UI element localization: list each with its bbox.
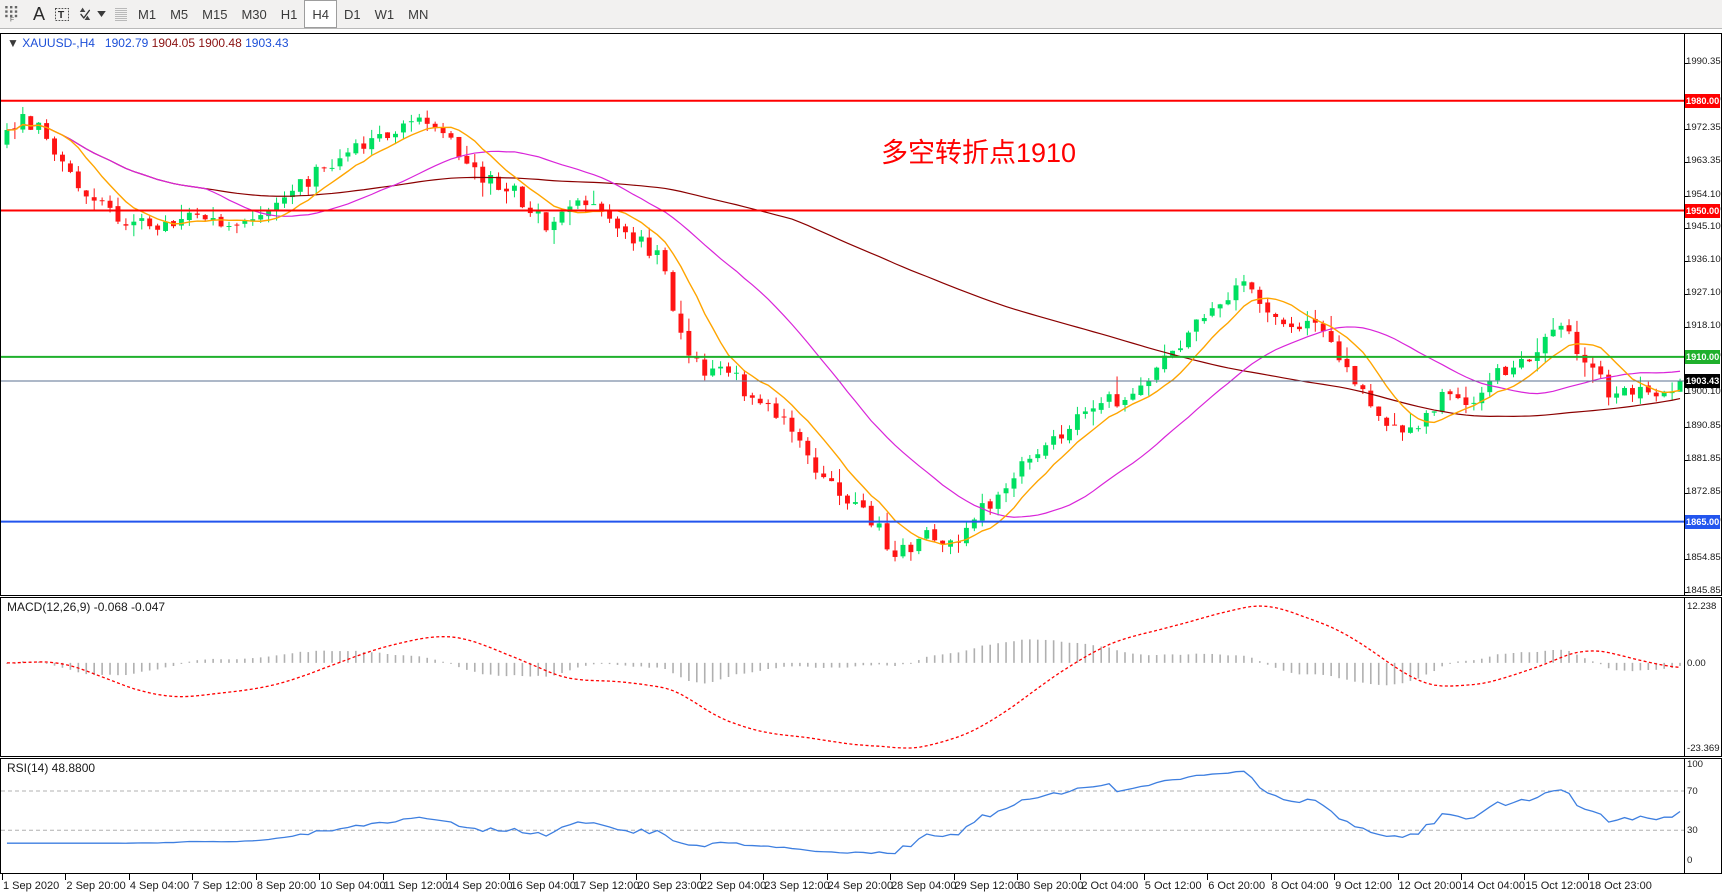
svg-text:T: T [58, 10, 65, 21]
svg-text:F: F [10, 17, 14, 22]
svg-text:多空转折点1910: 多空转折点1910 [881, 138, 1076, 168]
